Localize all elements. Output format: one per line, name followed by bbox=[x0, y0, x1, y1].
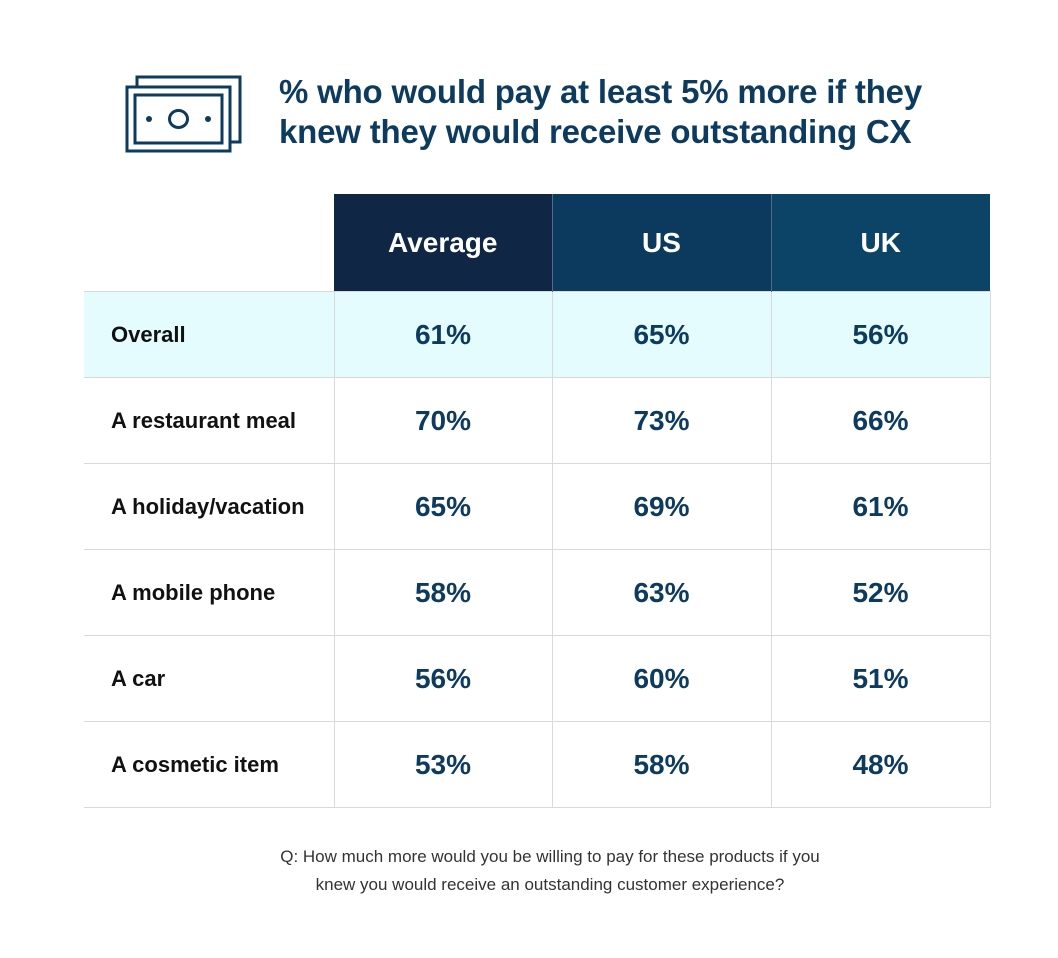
column-header-average: Average bbox=[334, 194, 552, 292]
table-row-holiday-vacation: A holiday/vacation 65% 69% 61% bbox=[84, 463, 991, 550]
footnote-line-1: Q: How much more would you be willing to… bbox=[280, 847, 820, 866]
value-cell-average: 53% bbox=[333, 721, 553, 808]
value-cell-average: 70% bbox=[333, 377, 553, 464]
value-cell-us: 65% bbox=[551, 291, 772, 378]
header-row: Average US UK bbox=[84, 194, 990, 292]
column-header-us: US bbox=[551, 194, 771, 292]
data-table-container: Average US UK Overall 61% 65% 56% A rest… bbox=[84, 194, 991, 808]
value-cell-average: 56% bbox=[333, 635, 553, 722]
chart-header: % who would pay at least 5% more if they… bbox=[125, 72, 1005, 153]
row-label: A holiday/vacation bbox=[84, 463, 335, 550]
value-cell-us: 58% bbox=[551, 721, 772, 808]
value-cell-average: 65% bbox=[333, 463, 553, 550]
value-cell-uk: 48% bbox=[770, 721, 991, 808]
row-label: A restaurant meal bbox=[84, 377, 335, 464]
header-blank-cell bbox=[84, 194, 334, 292]
table-row-mobile-phone: A mobile phone 58% 63% 52% bbox=[84, 549, 991, 636]
value-cell-us: 73% bbox=[551, 377, 772, 464]
value-cell-us: 69% bbox=[551, 463, 772, 550]
money-bill-icon bbox=[125, 75, 242, 153]
title-line-2: knew they would receive outstanding CX bbox=[279, 113, 912, 150]
value-cell-average: 61% bbox=[333, 291, 553, 378]
table-row-cosmetic-item: A cosmetic item 53% 58% 48% bbox=[84, 721, 991, 808]
value-cell-average: 58% bbox=[333, 549, 553, 636]
column-header-uk: UK bbox=[770, 194, 990, 292]
chart-title: % who would pay at least 5% more if they… bbox=[279, 72, 999, 152]
survey-question-footnote: Q: How much more would you be willing to… bbox=[200, 843, 900, 899]
value-cell-uk: 51% bbox=[770, 635, 991, 722]
value-cell-uk: 61% bbox=[770, 463, 991, 550]
row-label: A car bbox=[84, 635, 335, 722]
value-cell-us: 60% bbox=[551, 635, 772, 722]
value-cell-uk: 52% bbox=[770, 549, 991, 636]
table-body: Overall 61% 65% 56% A restaurant meal 70… bbox=[84, 291, 991, 808]
value-cell-uk: 66% bbox=[770, 377, 991, 464]
table-row-overall: Overall 61% 65% 56% bbox=[84, 291, 991, 378]
row-label: Overall bbox=[84, 291, 335, 378]
table-row-car: A car 56% 60% 51% bbox=[84, 635, 991, 722]
footnote-line-2: knew you would receive an outstanding cu… bbox=[315, 875, 785, 894]
row-label: A mobile phone bbox=[84, 549, 335, 636]
table-row-restaurant-meal: A restaurant meal 70% 73% 66% bbox=[84, 377, 991, 464]
data-table: Average US UK Overall 61% 65% 56% A rest… bbox=[84, 194, 991, 808]
value-cell-uk: 56% bbox=[770, 291, 991, 378]
row-label: A cosmetic item bbox=[84, 721, 335, 808]
title-line-1: % who would pay at least 5% more if they bbox=[279, 73, 922, 110]
value-cell-us: 63% bbox=[551, 549, 772, 636]
table-header: Average US UK bbox=[84, 194, 990, 292]
